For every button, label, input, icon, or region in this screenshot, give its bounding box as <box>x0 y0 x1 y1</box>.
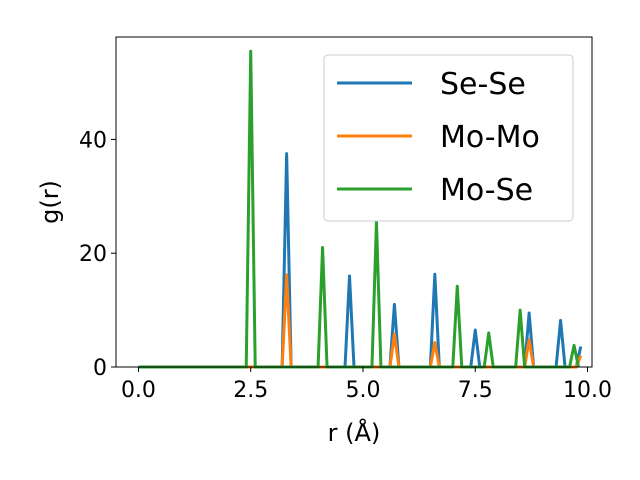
legend-label-mo-se: Mo-Se <box>440 173 533 208</box>
y-tick-label: 40 <box>79 128 107 153</box>
legend-label-se-se: Se-Se <box>440 67 526 102</box>
legend: Se-Se Mo-Mo Mo-Se <box>323 54 574 222</box>
x-tick-label: 10.0 <box>563 378 612 403</box>
x-tick-label: 2.5 <box>233 378 268 403</box>
x-tick-label: 0.0 <box>121 378 156 403</box>
x-axis-label: r (Å) <box>328 418 381 447</box>
y-axis: 0 20 40 <box>79 128 116 381</box>
x-axis: 0.0 2.5 5.0 7.5 10.0 <box>121 367 612 403</box>
x-tick-label: 7.5 <box>458 378 493 403</box>
legend-label-mo-mo: Mo-Mo <box>440 120 540 155</box>
legend-box <box>323 54 574 222</box>
plot-frame <box>115 36 593 368</box>
y-tick-label: 0 <box>93 356 107 381</box>
y-tick-label: 20 <box>79 242 107 267</box>
series-line-mo-mo <box>138 273 583 369</box>
x-tick-label: 5.0 <box>345 378 380 403</box>
y-axis-label: g(r) <box>36 180 64 224</box>
